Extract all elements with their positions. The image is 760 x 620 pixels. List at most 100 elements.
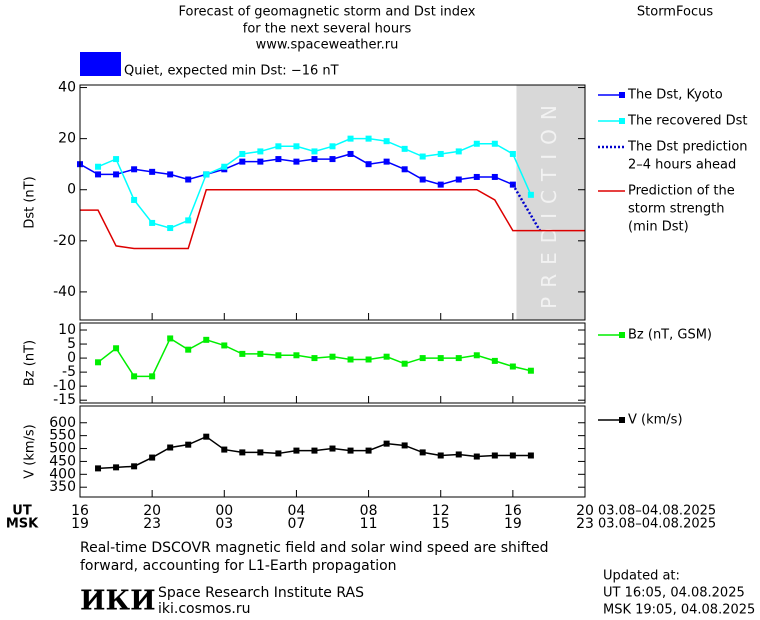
data-point: [185, 217, 192, 224]
series-line: [511, 183, 541, 232]
institute: Space Research Institute RAS: [158, 585, 364, 601]
x-tick-label-msk: 07: [288, 516, 306, 532]
data-point: [203, 336, 210, 343]
data-point: [167, 444, 174, 451]
x-tick-label-msk: 19: [71, 516, 89, 532]
y-tick-label: -10: [53, 378, 76, 394]
data-point: [527, 191, 534, 198]
data-point: [275, 156, 282, 163]
logo: ИКИ: [80, 586, 156, 617]
data-point: [95, 359, 102, 366]
x-tick-label-msk: 03: [215, 516, 233, 532]
data-point: [113, 156, 120, 163]
data-point: [473, 173, 480, 180]
note: Real-time DSCOVR magnetic field and sola…: [80, 540, 549, 556]
data-point: [293, 143, 300, 150]
data-point: [473, 140, 480, 147]
data-point: [185, 176, 192, 183]
title: for the next several hours: [243, 22, 412, 37]
data-point: [509, 363, 516, 370]
data-point: [95, 465, 102, 472]
note: forward, accounting for L1-Earth propaga…: [80, 558, 397, 574]
y-tick-label: -20: [53, 233, 76, 249]
data-point: [491, 173, 498, 180]
data-point: [401, 145, 408, 152]
data-point: [185, 346, 192, 353]
updated: UT 16:05, 04.08.2025: [603, 586, 745, 601]
data-point: [167, 225, 174, 232]
data-point: [509, 452, 516, 459]
data-point: [257, 148, 264, 155]
status: Quiet, expected min Dst: −16 nT: [124, 64, 339, 79]
data-point: [491, 140, 498, 147]
data-point: [437, 355, 444, 362]
title-url: www.spaceweather.ru: [256, 38, 399, 53]
data-point: [383, 353, 390, 360]
data-point: [311, 156, 318, 163]
y-tick-label: 550: [49, 428, 76, 444]
data-point: [257, 449, 264, 456]
data-point: [419, 153, 426, 160]
series-line: [80, 188, 585, 250]
x-tick-label: 16: [71, 503, 89, 519]
data-point: [95, 171, 102, 178]
data-point: [437, 150, 444, 157]
data-point: [401, 442, 408, 449]
y-axis-label: V (km/s): [23, 424, 38, 479]
status-swatch: [80, 52, 121, 76]
title: Forecast of geomagnetic storm and Dst in…: [178, 5, 475, 20]
data-point: [527, 367, 534, 374]
data-point: [455, 148, 462, 155]
data-point: [365, 447, 372, 454]
data-point: [149, 454, 156, 461]
data-point: [167, 335, 174, 342]
data-point: [131, 196, 138, 203]
data-point: [149, 219, 156, 226]
y-tick-label: 5: [67, 336, 76, 352]
data-point: [275, 450, 282, 457]
x-tick-label: 00: [215, 503, 233, 519]
legend-marker: [619, 417, 625, 423]
data-point: [257, 158, 264, 165]
x-tick-label-msk: 23: [143, 516, 161, 532]
data-point: [203, 433, 210, 440]
y-tick-label: 40: [58, 80, 76, 96]
data-point: [329, 445, 336, 452]
data-point: [293, 447, 300, 454]
data-point: [293, 352, 300, 359]
data-point: [455, 176, 462, 183]
data-point: [365, 135, 372, 142]
data-point: [257, 350, 264, 357]
x-tick-label-msk: 11: [360, 516, 378, 532]
data-point: [455, 355, 462, 362]
plot-frame: [79, 322, 586, 404]
data-point: [131, 373, 138, 380]
y-tick-label: 20: [58, 131, 76, 147]
legend-label: Prediction of the: [628, 184, 735, 199]
data-point: [347, 150, 354, 157]
y-tick-label: 500: [49, 441, 76, 457]
data-point: [347, 447, 354, 454]
data-point: [185, 441, 192, 448]
data-point: [221, 446, 228, 453]
data-point: [95, 163, 102, 170]
ut-label: UT: [12, 504, 32, 519]
data-point: [365, 356, 372, 363]
data-point: [383, 158, 390, 165]
x-tick-label-msk: 15: [432, 516, 450, 532]
updated: MSK 19:05, 04.08.2025: [603, 603, 755, 618]
x-tick-label: 16: [504, 503, 522, 519]
data-point: [383, 440, 390, 447]
plot-frame: [79, 405, 586, 498]
data-point: [239, 449, 246, 456]
data-point: [491, 452, 498, 459]
plot-frame: [79, 84, 586, 321]
data-point: [113, 345, 120, 352]
data-point: [131, 166, 138, 173]
x-tick-label: 08: [360, 503, 378, 519]
legend-marker: [619, 332, 625, 338]
y-axis-label: Dst (nT): [23, 176, 38, 228]
y-tick-label: 10: [58, 322, 76, 338]
x-tick-label-msk: 23: [576, 516, 594, 532]
data-point: [239, 150, 246, 157]
